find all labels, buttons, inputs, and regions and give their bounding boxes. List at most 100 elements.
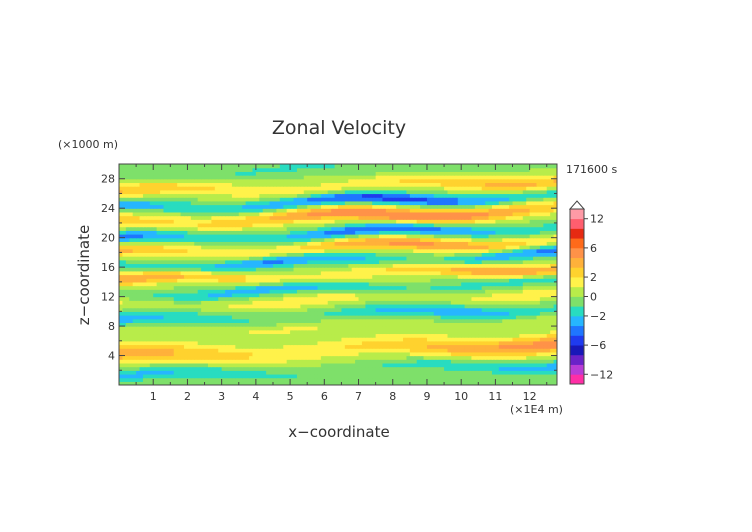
- heatmap-cell: [341, 252, 346, 257]
- heatmap-cell: [166, 241, 171, 246]
- heatmap-cell: [348, 340, 353, 346]
- heatmap-cell: [190, 285, 195, 290]
- heatmap-cell: [505, 267, 510, 272]
- heatmap-cell: [231, 362, 236, 368]
- heatmap-cell: [533, 359, 538, 364]
- heatmap-cell: [293, 359, 298, 364]
- heatmap-cell: [173, 281, 178, 287]
- heatmap-cell: [437, 281, 442, 287]
- heatmap-cell: [320, 267, 325, 272]
- heatmap-cell: [498, 307, 503, 312]
- heatmap-cell: [526, 307, 531, 312]
- heatmap-cell: [228, 303, 233, 309]
- heatmap-cell: [324, 270, 329, 276]
- heatmap-cell: [310, 322, 315, 327]
- heatmap-cell: [221, 274, 226, 279]
- heatmap-cell: [509, 303, 514, 309]
- heatmap-cell: [269, 274, 274, 279]
- heatmap-cell: [553, 285, 557, 290]
- heatmap-cell: [231, 370, 236, 375]
- heatmap-cell: [365, 256, 370, 261]
- heatmap-cell: [283, 303, 288, 309]
- heatmap-cell: [509, 248, 514, 253]
- heatmap-cell: [211, 296, 216, 301]
- heatmap-cell: [413, 248, 418, 253]
- heatmap-cell: [420, 377, 425, 382]
- heatmap-cell: [403, 362, 408, 368]
- heatmap-cell: [180, 292, 185, 298]
- heatmap-cell: [481, 355, 486, 360]
- heatmap-cell: [385, 303, 390, 309]
- heatmap-cell: [338, 322, 343, 327]
- heatmap-cell: [334, 366, 339, 371]
- heatmap-cell: [211, 322, 216, 327]
- heatmap-cell: [488, 300, 493, 305]
- heatmap-cell: [413, 256, 418, 261]
- heatmap-cell: [433, 373, 438, 379]
- heatmap-cell: [522, 252, 527, 257]
- heatmap-cell: [539, 256, 544, 261]
- heatmap-cell: [406, 307, 411, 312]
- heatmap-cell: [245, 340, 250, 346]
- heatmap-cell: [136, 318, 141, 323]
- heatmap-cell: [214, 241, 219, 246]
- heatmap-cell: [550, 281, 555, 287]
- heatmap-cell: [372, 289, 377, 294]
- heatmap-cell: [262, 322, 267, 327]
- heatmap-cell: [502, 359, 507, 364]
- heatmap-cell: [351, 329, 356, 335]
- heatmap-cell: [125, 326, 130, 331]
- heatmap-cell: [180, 311, 185, 316]
- heatmap-cell: [338, 248, 343, 253]
- heatmap-cell: [440, 344, 445, 349]
- heatmap-cell: [372, 362, 377, 368]
- heatmap-cell: [238, 340, 243, 346]
- heatmap-cell: [320, 326, 325, 331]
- heatmap-cell: [204, 348, 209, 353]
- heatmap-cell: [454, 303, 459, 309]
- heatmap-cell: [276, 270, 281, 276]
- heatmap-cell: [214, 263, 219, 268]
- heatmap-cell: [194, 289, 199, 294]
- heatmap-cell: [122, 307, 127, 312]
- heatmap-cell: [153, 292, 158, 298]
- heatmap-cell: [526, 292, 531, 298]
- heatmap-cell: [536, 351, 541, 357]
- heatmap-cell: [153, 289, 158, 294]
- heatmap-cell: [454, 366, 459, 371]
- heatmap-cell: [468, 322, 473, 327]
- heatmap-cell: [461, 344, 466, 349]
- heatmap-cell: [331, 241, 336, 246]
- heatmap-cell: [125, 315, 130, 320]
- heatmap-cell: [139, 270, 144, 276]
- heatmap-cell: [320, 348, 325, 353]
- heatmap-cell: [474, 292, 479, 298]
- heatmap-cell: [296, 329, 301, 335]
- heatmap-cell: [146, 307, 151, 312]
- heatmap-cell: [351, 303, 356, 309]
- heatmap-cell: [522, 285, 527, 290]
- heatmap-cell: [348, 322, 353, 327]
- heatmap-cell: [385, 359, 390, 364]
- heatmap-cell: [242, 274, 247, 279]
- heatmap-cell: [430, 256, 435, 261]
- heatmap-cell: [255, 270, 260, 276]
- heatmap-cell: [132, 355, 137, 360]
- heatmap-cell: [344, 285, 349, 290]
- heatmap-cell: [225, 377, 230, 382]
- heatmap-cell: [252, 259, 257, 265]
- heatmap-cell: [509, 281, 514, 287]
- heatmap-cell: [190, 248, 195, 253]
- heatmap-cell: [533, 381, 538, 385]
- heatmap-cell: [533, 322, 538, 327]
- heatmap-cell: [170, 337, 175, 342]
- heatmap-cell: [303, 333, 308, 338]
- heatmap-cell: [327, 285, 332, 290]
- heatmap-cell: [300, 252, 305, 257]
- heatmap-cell: [218, 348, 223, 353]
- heatmap-cell: [515, 333, 520, 338]
- heatmap-cell: [276, 351, 281, 357]
- heatmap-cell: [242, 344, 247, 349]
- heatmap-cell: [495, 370, 500, 375]
- heatmap-cell: [249, 263, 254, 268]
